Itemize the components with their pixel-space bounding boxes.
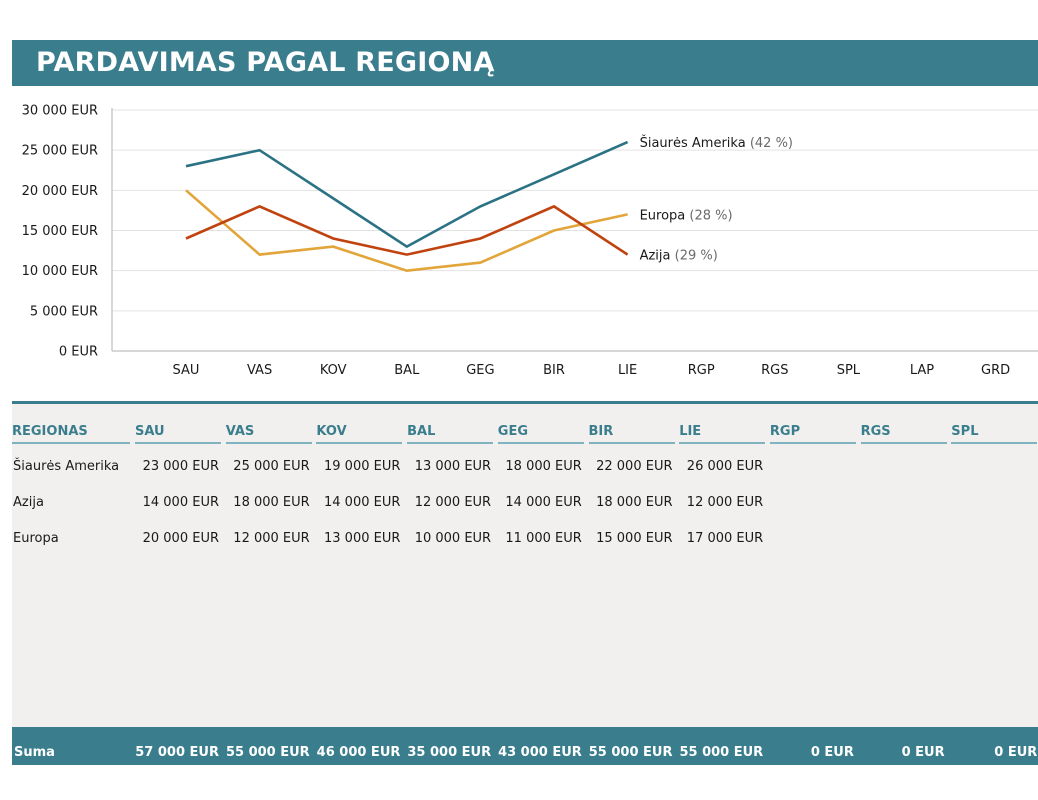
total-cell: 57 000 EUR [135, 745, 219, 760]
x-tick-label: SAU [173, 363, 200, 378]
y-tick-label: 25 000 EUR [22, 144, 98, 159]
total-cell: 0 EUR [901, 745, 945, 760]
series-label: Šiaurės Amerika (42 %) [640, 135, 793, 151]
table-cell: 14 000 EUR [142, 495, 219, 510]
table-cell: 18 000 EUR [596, 495, 673, 510]
table-cell: 12 000 EUR [414, 495, 492, 510]
total-row: Suma 57 000 EUR 55 000 EUR 46 000 EUR 35 00… [12, 727, 1038, 765]
column-header: KOV [316, 424, 403, 444]
total-cell: 43 000 EUR [498, 745, 582, 760]
series-line [185, 204, 629, 256]
sales-line-chart: 0 EUR 5 000 EUR 10 000 EUR 15 000 EUR 20 000… [22, 104, 1038, 378]
y-tick-label: 5 000 EUR [30, 304, 98, 319]
table-cell: 13 000 EUR [324, 531, 401, 546]
x-tick-label: GEG [466, 363, 494, 378]
column-header-region: REGIONAS [12, 424, 130, 444]
total-cell: 55 000 EUR [225, 745, 310, 760]
page-title: PARDAVIMAS PAGAL REGIONĄ [36, 47, 495, 78]
table-cell: 14 000 EUR [324, 495, 401, 510]
series-label-name: Europa [640, 208, 690, 223]
table-cell: 17 000 EUR [686, 531, 764, 546]
total-cell: 46 000 EUR [316, 745, 401, 760]
table-cell: 13 000 EUR [414, 459, 492, 474]
series-line [185, 189, 628, 273]
column-header: BIR [588, 424, 675, 444]
table-cell: 18 000 EUR [233, 495, 310, 510]
title-bar: PARDAVIMAS PAGAL REGIONĄ [12, 40, 1038, 86]
series-label-name: Azija [640, 249, 675, 264]
y-tick-label: 0 EUR [59, 345, 98, 360]
table-cell: 15 000 EUR [596, 531, 673, 546]
column-header: SAU [135, 424, 221, 444]
series-label-percent: (42 %) [750, 136, 793, 151]
table-cell: 22 000 EUR [596, 459, 673, 474]
x-tick-label: KOV [320, 363, 347, 378]
column-header: VAS [225, 424, 312, 444]
series-label-percent: (28 %) [689, 208, 732, 223]
total-label: Suma [14, 745, 55, 760]
y-tick-label: 10 000 EUR [22, 264, 98, 279]
x-tick-label: LIE [618, 363, 637, 378]
table-cell: 12 000 EUR [233, 531, 310, 546]
table-cell: 14 000 EUR [505, 495, 582, 510]
table-cell: 19 000 EUR [324, 459, 401, 474]
series-label: Azija (29 %) [640, 249, 718, 264]
x-tick-label: RGS [761, 363, 788, 378]
table-cell: 26 000 EUR [686, 459, 764, 474]
total-cell: 55 000 EUR [588, 745, 673, 760]
table-cell: 12 000 EUR [686, 495, 764, 510]
sales-table: REGIONAS SAU VAS KOV BAL GEG BIR LIE RGP RGS SPL Ši… [12, 401, 1038, 730]
series-label-name: Šiaurės Amerika [640, 135, 750, 151]
row-label: Europa [13, 531, 59, 546]
x-tick-label: VAS [247, 363, 272, 378]
series-line [185, 140, 629, 249]
total-cell: 0 EUR [810, 745, 854, 760]
row-label: Azija [13, 495, 44, 510]
table-cell: 23 000 EUR [142, 459, 219, 474]
total-cell: 35 000 EUR [407, 745, 492, 760]
total-cell: 55 000 EUR [679, 745, 764, 760]
total-cell: 0 EUR [994, 745, 1038, 760]
table-cell: 20 000 EUR [142, 531, 219, 546]
y-tick-label: 15 000 EUR [22, 224, 98, 239]
table-cell: 11 000 EUR [505, 531, 582, 546]
row-label: Šiaurės Amerika [13, 459, 120, 474]
x-tick-label: GRD [981, 363, 1010, 378]
series-label-percent: (29 %) [675, 249, 718, 264]
x-tick-label: BAL [394, 363, 420, 378]
x-tick-label: BIR [543, 363, 565, 378]
table-cell: 10 000 EUR [414, 531, 492, 546]
y-tick-label: 20 000 EUR [22, 184, 98, 199]
x-tick-label: SPL [837, 363, 861, 378]
column-header: RGS [860, 424, 947, 444]
x-tick-label: RGP [688, 363, 715, 378]
series-label: Europa (28 %) [640, 208, 733, 223]
table-cell: 18 000 EUR [505, 459, 582, 474]
column-header: RGP [769, 424, 856, 444]
column-header: LIE [679, 424, 766, 444]
column-header: GEG [497, 424, 584, 444]
column-header: SPL [951, 424, 1038, 444]
column-header: BAL [407, 424, 494, 444]
table-cell: 25 000 EUR [233, 459, 310, 474]
x-tick-label: LAP [910, 363, 934, 378]
y-tick-label: 30 000 EUR [22, 104, 98, 119]
